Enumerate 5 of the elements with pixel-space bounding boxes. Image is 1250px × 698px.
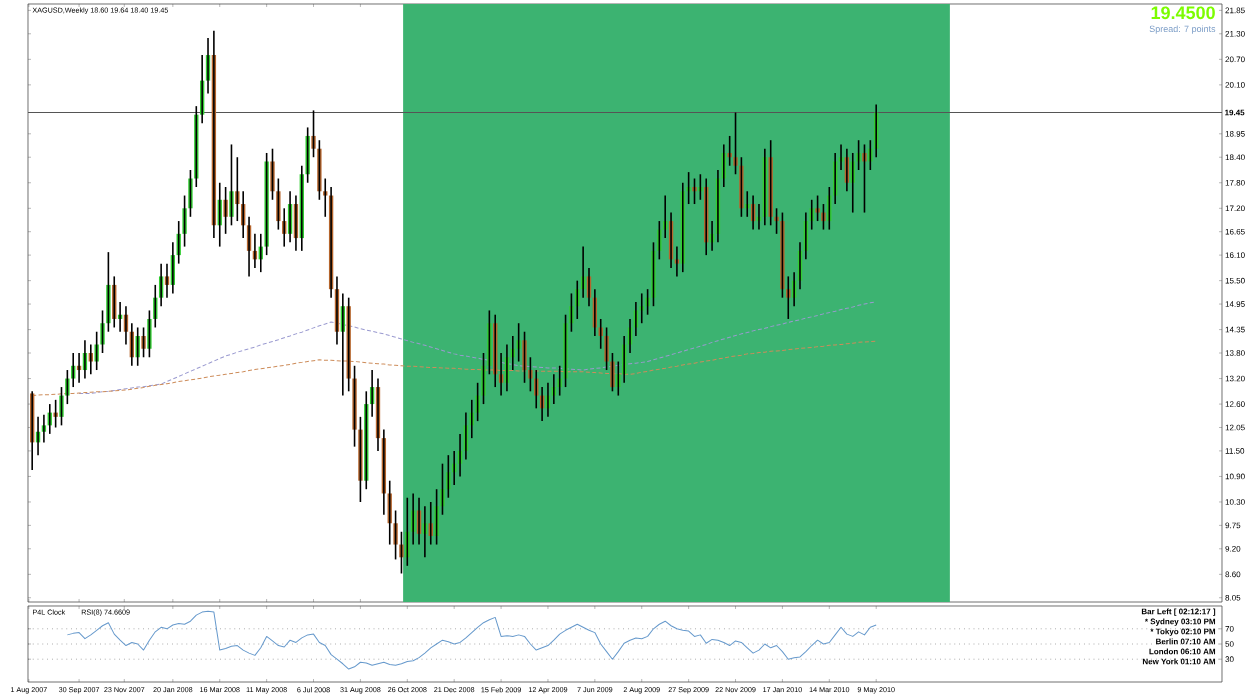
candlestick xyxy=(229,143,234,227)
candlestick xyxy=(815,194,820,222)
candlestick xyxy=(522,330,527,384)
annotation: 19.4500 xyxy=(1151,6,1215,20)
line-series xyxy=(66,610,877,670)
